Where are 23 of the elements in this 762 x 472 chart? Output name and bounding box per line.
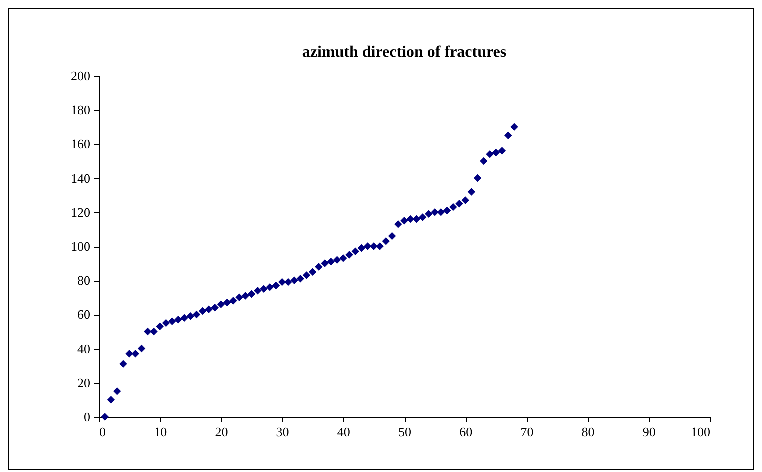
x-tick-label: 10 [154, 424, 168, 440]
chart-title: azimuth direction of fractures [302, 44, 507, 61]
y-tick-label: 160 [71, 136, 90, 152]
x-tick-label: 70 [520, 424, 534, 440]
y-tick-label: 180 [71, 102, 90, 118]
x-tick-label: 20 [215, 424, 228, 440]
y-tick-label: 200 [71, 68, 90, 84]
x-tick-label: 0 [100, 424, 106, 440]
x-tick-label: 40 [337, 424, 350, 440]
x-tick-label: 90 [642, 424, 656, 440]
x-tick-label: 50 [398, 424, 412, 440]
y-tick-label: 0 [84, 410, 90, 424]
y-tick-label: 40 [78, 341, 90, 356]
x-tick-label: 30 [276, 424, 290, 440]
y-tick-label: 20 [78, 375, 90, 390]
x-tick-label: 60 [460, 424, 473, 440]
y-tick-label: 80 [78, 273, 90, 288]
x-tick-label: 100 [691, 424, 710, 440]
y-tick-label: 100 [71, 239, 90, 254]
y-tick-label: 140 [71, 170, 90, 186]
y-tick-label: 60 [78, 307, 90, 322]
x-tick-label: 80 [582, 424, 595, 440]
y-tick-label: 120 [71, 204, 90, 220]
